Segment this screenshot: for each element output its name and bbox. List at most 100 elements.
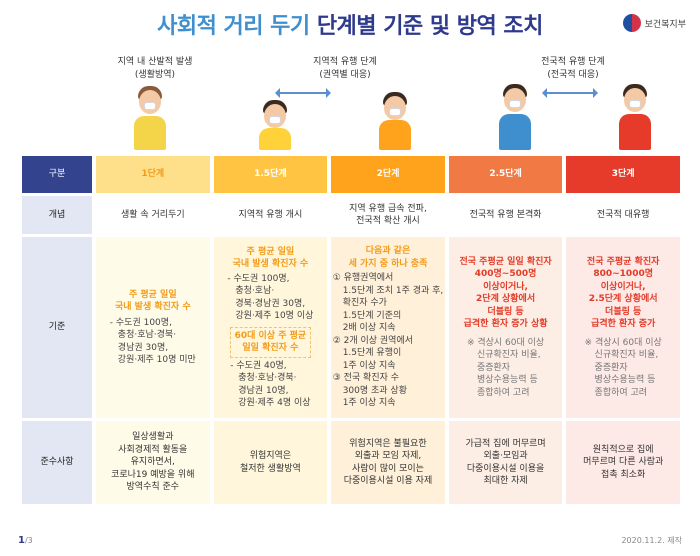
criteria-line: 국내 발생 확진자 수 — [232, 259, 309, 269]
level-table: 구분 1단계 1.5단계 2단계 2.5단계 3단계 개념 생활 속 거리두기 … — [18, 153, 684, 507]
compliance-line: 최대한 자제 — [483, 476, 528, 486]
level-header-1-5: 1.5단계 — [213, 156, 328, 193]
stage-label-line: 지역 내 산발적 발생 — [117, 57, 193, 67]
compliance-line: 철저한 생활방역 — [239, 463, 301, 474]
compliance-line: 가급적 집에 머무르며 — [465, 438, 546, 449]
page-title: 사회적 거리 두기 단계별 기준 및 방역 조치 — [0, 8, 700, 40]
criteria-line: 경남권 30명, — [117, 342, 169, 353]
criteria-line: 800~1000명 — [593, 269, 654, 280]
criteria-line: 병상수용능력 등 — [594, 375, 656, 386]
concept-row: 개념 생활 속 거리두기 지역적 유행 개시 지역 유행 급속 전파, 전국적 … — [22, 196, 680, 234]
criteria-line: 강원·제주 10명 미만 — [117, 355, 196, 365]
stage-label-line: 전국적 유행 단계 — [541, 57, 605, 67]
page-number: 1 — [18, 535, 25, 546]
criteria-line: 일일 확진자 수 — [242, 343, 299, 353]
criteria-line: 중증환자 — [594, 362, 628, 373]
criteria-line: - 수도권 100명, — [227, 273, 290, 284]
criteria-line: 400명~500명 — [474, 269, 537, 280]
criteria-line: ② 2개 이상 권역에서 — [332, 335, 414, 346]
criteria-line: 전국 주평균 일일 확진자 — [459, 256, 552, 267]
compliance-line: 다중이용시설 이용을 — [466, 463, 545, 474]
compliance-line: 머무르며 다른 사람과 — [583, 457, 664, 468]
criteria-headline: 다음과 같은 세 가지 중 하나 충족 — [331, 245, 445, 270]
compliance-row: 준수사항 일상생활과 사회경제적 활동을 유지하면서, 코로나19 예방을 위해… — [22, 421, 680, 504]
concept-cell: 생활 속 거리두기 — [96, 196, 210, 234]
compliance-cell-3: 원칙적으로 집에 머무르며 다른 사람과 접촉 최소화 — [566, 421, 680, 504]
criteria-line: 급격한 환자 증가 — [591, 319, 656, 330]
compliance-cell-1-5: 위험지역은 철저한 생활방역 — [213, 421, 328, 504]
criteria-line: 전국 주평균 확진자 — [586, 256, 660, 267]
compliance-line: 위험지역은 — [249, 451, 292, 461]
concept-cell: 지역 유행 급속 전파, 전국적 확산 개시 — [331, 196, 445, 234]
title-part1: 사회적 거리 두기 — [157, 14, 310, 39]
criteria-line: 경남권 10명, — [238, 385, 289, 396]
compliance-line: 외출·모임과 — [483, 451, 528, 461]
criteria-line: 종합하여 고려 — [594, 387, 648, 398]
criteria-line: 급격한 환자 증가 상황 — [463, 319, 548, 330]
criteria-line: 세 가지 중 하나 충족 — [348, 258, 428, 269]
stage-label-line: (권역별 대응) — [319, 70, 371, 80]
concept-line: 지역 유행 급속 전파, — [349, 203, 427, 214]
title-part2: 단계별 기준 및 방역 조치 — [316, 14, 544, 39]
ministry-logo: 보건복지부 — [622, 14, 686, 32]
logo-text: 보건복지부 — [644, 19, 686, 30]
person-illustration — [495, 80, 535, 150]
stage-label-line: (생활방역) — [134, 70, 176, 80]
criteria-line: 이상이거나, — [483, 281, 528, 292]
criteria-line: ① 유행권역에서 — [332, 273, 394, 284]
compliance-cell-1: 일상생활과 사회경제적 활동을 유지하면서, 코로나19 예방을 위해 방역수칙… — [96, 421, 210, 504]
person-illustration — [255, 100, 295, 150]
level-header-1: 1단계 — [96, 156, 210, 193]
criteria-cell-1-5: 주 평균 일일 국내 발생 확진자 수 - 수도권 100명, 충청·호남· 경… — [213, 237, 328, 418]
concept-cell: 전국적 대유행 — [566, 196, 680, 234]
criteria-line: 강원·제주 4명 이상 — [238, 398, 311, 408]
compliance-line: 코로나19 예방을 위해 — [111, 469, 195, 480]
criteria-line: 신규확진자 비율, — [594, 350, 659, 361]
stage-label-line: 지역적 유행 단계 — [313, 57, 377, 67]
criteria-cell-3: 전국 주평균 확진자 800~1000명 이상이거나, 2.5단계 상황에서 더… — [566, 237, 680, 418]
criteria-headline: 전국 주평균 일일 확진자 400명~500명 이상이거나, 2단계 상황에서 … — [449, 256, 563, 331]
criteria-line: 더블링 등 — [605, 306, 642, 317]
criteria-line: 종합하여 고려 — [476, 387, 530, 398]
criteria-headline: 주 평균 일일 국내 발생 확진자 수 — [214, 246, 328, 271]
criteria-line: ③ 전국 확진자 수 — [332, 373, 400, 384]
compliance-line: 사람이 많이 모이는 — [352, 463, 424, 474]
criteria-headline-2: 60대 이상 주 평균 일일 확진자 수 — [229, 326, 312, 358]
compliance-line: 외출과 모임 자제, — [354, 451, 422, 461]
criteria-line: 이상이거나, — [600, 281, 646, 292]
compliance-line: 일상생활과 — [132, 432, 174, 443]
taegeuk-icon — [622, 14, 641, 32]
level-header-3: 3단계 — [566, 156, 680, 193]
criteria-cell-2-5: 전국 주평균 일일 확진자 400명~500명 이상이거나, 2단계 상황에서 … — [448, 237, 563, 418]
criteria-note: ※ 격상시 60대 이상 신규확진자 비율, 중증환자 병상수용능력 등 종합하… — [467, 337, 544, 400]
criteria-line: 2배 이상 지속 — [342, 323, 396, 334]
criteria-line: 1.5단계 기준의 — [342, 310, 402, 321]
level-header-2: 2단계 — [331, 156, 445, 193]
criteria-list: - 수도권 100명, 충청·호남·경북· 경남권 30명, 강원·제주 10명… — [110, 317, 196, 367]
criteria-line: - 수도권 100명, — [109, 317, 172, 328]
criteria-line: 2단계 상황에서 — [476, 294, 536, 305]
compliance-line: 유지하면서, — [130, 457, 175, 468]
criteria-cell-2: 다음과 같은 세 가지 중 하나 충족 ① 유행권역에서 1.5단계 조치 1주… — [331, 237, 445, 418]
criteria-note: ※ 격상시 60대 이상 신규확진자 비율, 중증환자 병상수용능력 등 종합하… — [585, 337, 662, 400]
person-illustration — [130, 80, 170, 150]
stage-label-national: 전국적 유행 단계 (전국적 대응) — [518, 56, 628, 82]
criteria-line: 충청·호남·경북· — [117, 330, 177, 340]
criteria-line: 병상수용능력 등 — [476, 375, 538, 386]
person-illustration — [375, 90, 415, 150]
person-illustration — [615, 80, 655, 150]
criteria-line: 신규확진자 비율, — [476, 350, 541, 361]
criteria-line: 확진자 수가 — [342, 298, 387, 309]
row-label-criteria: 기준 — [22, 237, 92, 418]
compliance-line: 접촉 최소화 — [601, 469, 646, 480]
criteria-line: 강원·제주 10명 이상 — [235, 311, 314, 321]
criteria-line: 2.5단계 상황에서 — [588, 294, 658, 305]
compliance-line: 다중이용시설 이용 자제 — [343, 476, 433, 486]
criteria-cell-1: 주 평균 일일 국내 발생 확진자 수 - 수도권 100명, 충청·호남·경북… — [96, 237, 210, 418]
criteria-line: 1주 이상 지속 — [342, 398, 396, 409]
criteria-line: ※ 격상시 60대 이상 — [584, 337, 662, 348]
production-date: 2020.11.2. 제작 — [621, 536, 682, 545]
criteria-row: 기준 주 평균 일일 국내 발생 확진자 수 - 수도권 100명, 충청·호남… — [22, 237, 680, 418]
criteria-line: 1.5단계 유행이 — [342, 348, 402, 359]
criteria-line: 경북·경남권 30명, — [235, 298, 306, 309]
